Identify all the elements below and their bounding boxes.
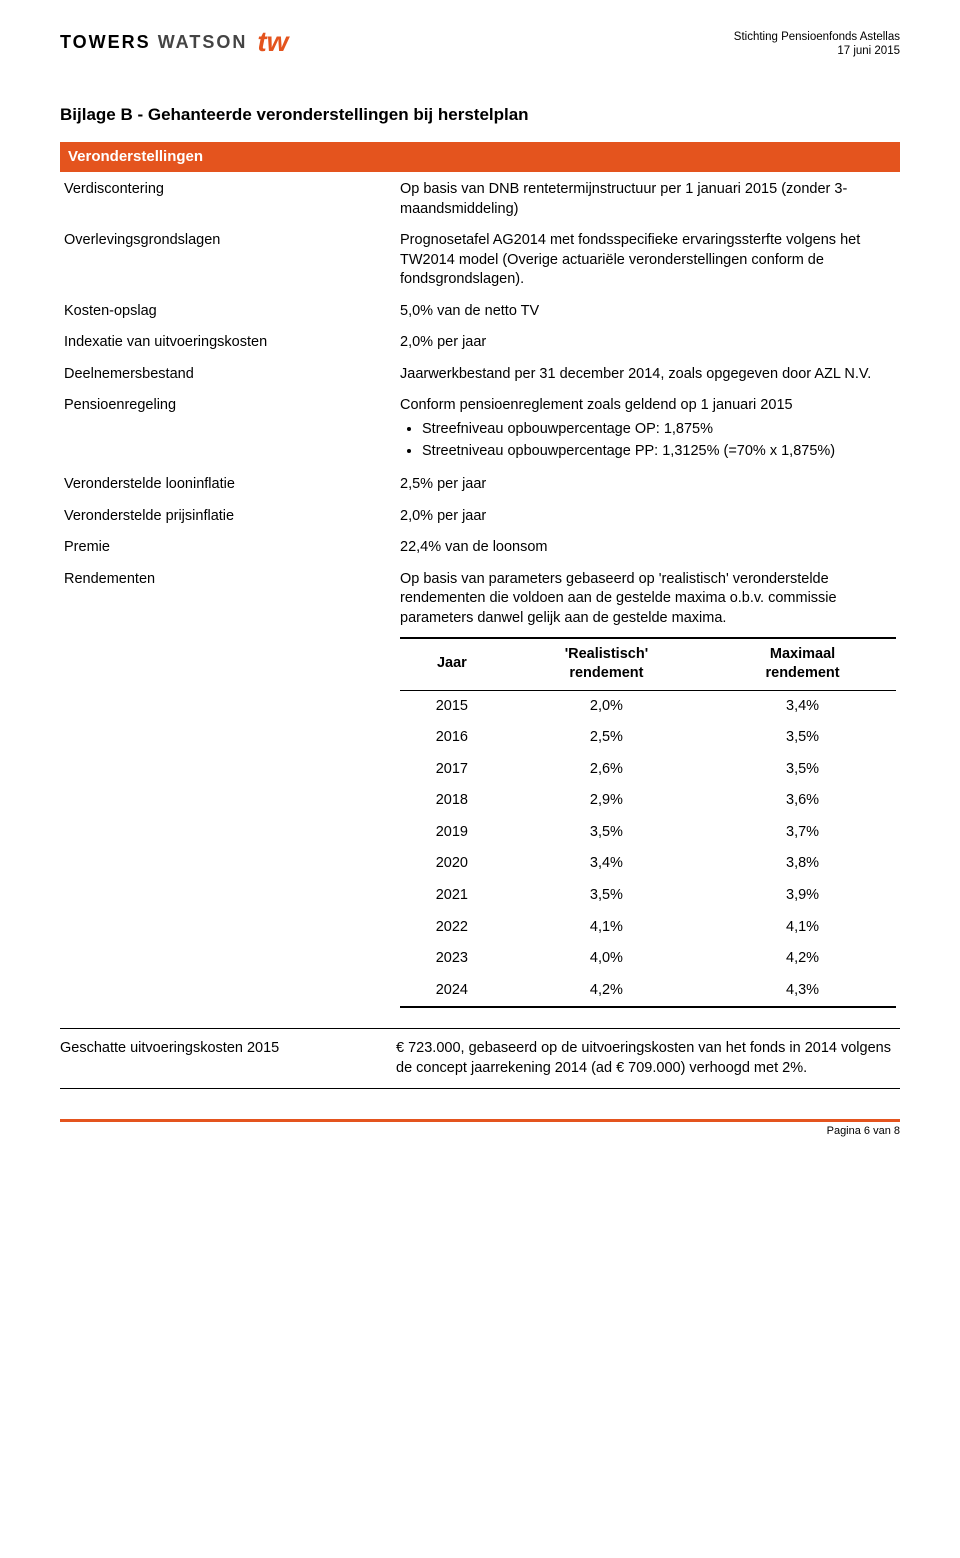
assumption-label: Verdiscontering bbox=[60, 174, 396, 225]
assumption-row: Indexatie van uitvoeringskosten2,0% per … bbox=[60, 327, 900, 359]
table-row: 20203,4%3,8% bbox=[400, 848, 896, 880]
assumption-value: 5,0% van de netto TV bbox=[396, 296, 900, 328]
table-header: Maximaalrendement bbox=[709, 638, 896, 691]
table-cell: 2023 bbox=[400, 943, 504, 975]
table-cell: 3,5% bbox=[504, 880, 709, 912]
table-cell: 4,1% bbox=[709, 912, 896, 944]
assumption-value: Conform pensioenreglement zoals geldend … bbox=[396, 390, 900, 469]
table-cell: 2022 bbox=[400, 912, 504, 944]
assumption-label: Veronderstelde prijsinflatie bbox=[60, 501, 396, 533]
list-item: Streefniveau opbouwpercentage OP: 1,875% bbox=[422, 420, 896, 440]
assumption-label: Pensioenregeling bbox=[60, 390, 396, 469]
table-cell: 3,4% bbox=[504, 848, 709, 880]
assumption-row: OverlevingsgrondslagenPrognosetafel AG20… bbox=[60, 225, 900, 296]
table-cell: 3,4% bbox=[709, 690, 896, 722]
table-cell: 2,9% bbox=[504, 785, 709, 817]
table-cell: 4,2% bbox=[504, 975, 709, 1008]
table-cell: 3,8% bbox=[709, 848, 896, 880]
table-cell: 2,5% bbox=[504, 722, 709, 754]
table-row: 20224,1%4,1% bbox=[400, 912, 896, 944]
table-cell: 2017 bbox=[400, 754, 504, 786]
assumption-label: Indexatie van uitvoeringskosten bbox=[60, 327, 396, 359]
page-number: Pagina 6 van 8 bbox=[60, 1119, 900, 1139]
table-cell: 2024 bbox=[400, 975, 504, 1008]
footer-kv-value: € 723.000, gebaseerd op de uitvoeringsko… bbox=[396, 1039, 900, 1078]
page-header: TOWERS WATSON tw Stichting Pensioenfonds… bbox=[60, 30, 900, 59]
table-cell: 4,0% bbox=[504, 943, 709, 975]
assumption-label: Veronderstelde looninflatie bbox=[60, 469, 396, 501]
table-row: 20234,0%4,2% bbox=[400, 943, 896, 975]
assumption-row: Veronderstelde looninflatie2,5% per jaar bbox=[60, 469, 900, 501]
table-cell: 3,6% bbox=[709, 785, 896, 817]
assumption-label: Rendementen bbox=[60, 564, 396, 1018]
table-row: 20172,6%3,5% bbox=[400, 754, 896, 786]
assumption-value: 2,5% per jaar bbox=[396, 469, 900, 501]
assumption-label: Overlevingsgrondslagen bbox=[60, 225, 396, 296]
table-cell: 3,5% bbox=[504, 817, 709, 849]
assumption-value: 2,0% per jaar bbox=[396, 501, 900, 533]
table-cell: 3,5% bbox=[709, 722, 896, 754]
table-cell: 2021 bbox=[400, 880, 504, 912]
assumption-value: Op basis van DNB rentetermijnstructuur p… bbox=[396, 174, 900, 225]
assumption-label: Premie bbox=[60, 532, 396, 564]
rendementen-intro: Op basis van parameters gebaseerd op 're… bbox=[400, 570, 896, 629]
table-cell: 3,9% bbox=[709, 880, 896, 912]
assumption-label: Kosten-opslag bbox=[60, 296, 396, 328]
assumption-row: DeelnemersbestandJaarwerkbestand per 31 … bbox=[60, 359, 900, 391]
table-row: 20193,5%3,7% bbox=[400, 817, 896, 849]
assumption-label: Deelnemersbestand bbox=[60, 359, 396, 391]
assumption-row: VerdisconteringOp basis van DNB renteter… bbox=[60, 174, 900, 225]
pensioenregeling-bullets: Streefniveau opbouwpercentage OP: 1,875%… bbox=[400, 420, 896, 461]
list-item: Streetniveau opbouwpercentage PP: 1,3125… bbox=[422, 442, 896, 462]
page-title: Bijlage B - Gehanteerde veronderstelling… bbox=[60, 104, 900, 127]
assumption-value: 22,4% van de loonsom bbox=[396, 532, 900, 564]
table-cell: 4,1% bbox=[504, 912, 709, 944]
divider bbox=[60, 1028, 900, 1029]
table-row: 20182,9%3,6% bbox=[400, 785, 896, 817]
footer-kv-label: Geschatte uitvoeringskosten 2015 bbox=[60, 1039, 396, 1059]
table-cell: 4,2% bbox=[709, 943, 896, 975]
table-row: 20162,5%3,5% bbox=[400, 722, 896, 754]
table-cell: 2016 bbox=[400, 722, 504, 754]
table-header: 'Realistisch'rendement bbox=[504, 638, 709, 691]
table-cell: 2,6% bbox=[504, 754, 709, 786]
brand-mark-icon: tw bbox=[257, 31, 288, 53]
assumption-row: Premie22,4% van de loonsom bbox=[60, 532, 900, 564]
table-row: 20152,0%3,4% bbox=[400, 690, 896, 722]
assumption-row: Veronderstelde prijsinflatie2,0% per jaa… bbox=[60, 501, 900, 533]
brand-text: TOWERS WATSON bbox=[60, 30, 247, 54]
table-row: 20244,2%4,3% bbox=[400, 975, 896, 1008]
header-org: Stichting Pensioenfonds Astellas bbox=[734, 30, 900, 44]
divider bbox=[60, 1088, 900, 1089]
table-cell: 2020 bbox=[400, 848, 504, 880]
table-cell: 2019 bbox=[400, 817, 504, 849]
table-cell: 2,0% bbox=[504, 690, 709, 722]
table-cell: 3,5% bbox=[709, 754, 896, 786]
footer-kv-row: Geschatte uitvoeringskosten 2015 € 723.0… bbox=[60, 1039, 900, 1078]
rendementen-table: Jaar'Realistisch'rendementMaximaalrendem… bbox=[400, 637, 896, 1009]
assumption-row: Kosten-opslag5,0% van de netto TV bbox=[60, 296, 900, 328]
table-header: Jaar bbox=[400, 638, 504, 691]
assumption-row: PensioenregelingConform pensioenreglemen… bbox=[60, 390, 900, 469]
brand-part1: TOWERS bbox=[60, 32, 151, 52]
header-meta: Stichting Pensioenfonds Astellas 17 juni… bbox=[734, 30, 900, 59]
assumption-value: Prognosetafel AG2014 met fondsspecifieke… bbox=[396, 225, 900, 296]
table-cell: 3,7% bbox=[709, 817, 896, 849]
assumptions-table: VerdisconteringOp basis van DNB renteter… bbox=[60, 174, 900, 1018]
table-cell: 2018 bbox=[400, 785, 504, 817]
table-cell: 4,3% bbox=[709, 975, 896, 1008]
table-row: 20213,5%3,9% bbox=[400, 880, 896, 912]
header-date: 17 juni 2015 bbox=[734, 44, 900, 58]
assumption-value: Jaarwerkbestand per 31 december 2014, zo… bbox=[396, 359, 900, 391]
brand-part2: WATSON bbox=[158, 32, 248, 52]
brand-logo: TOWERS WATSON tw bbox=[60, 30, 288, 54]
assumption-value: 2,0% per jaar bbox=[396, 327, 900, 359]
table-cell: 2015 bbox=[400, 690, 504, 722]
section-band: Veronderstellingen bbox=[60, 142, 900, 172]
pensioenregeling-intro: Conform pensioenreglement zoals geldend … bbox=[400, 396, 896, 416]
assumption-row: RendementenOp basis van parameters gebas… bbox=[60, 564, 900, 1018]
assumption-value: Op basis van parameters gebaseerd op 're… bbox=[396, 564, 900, 1018]
